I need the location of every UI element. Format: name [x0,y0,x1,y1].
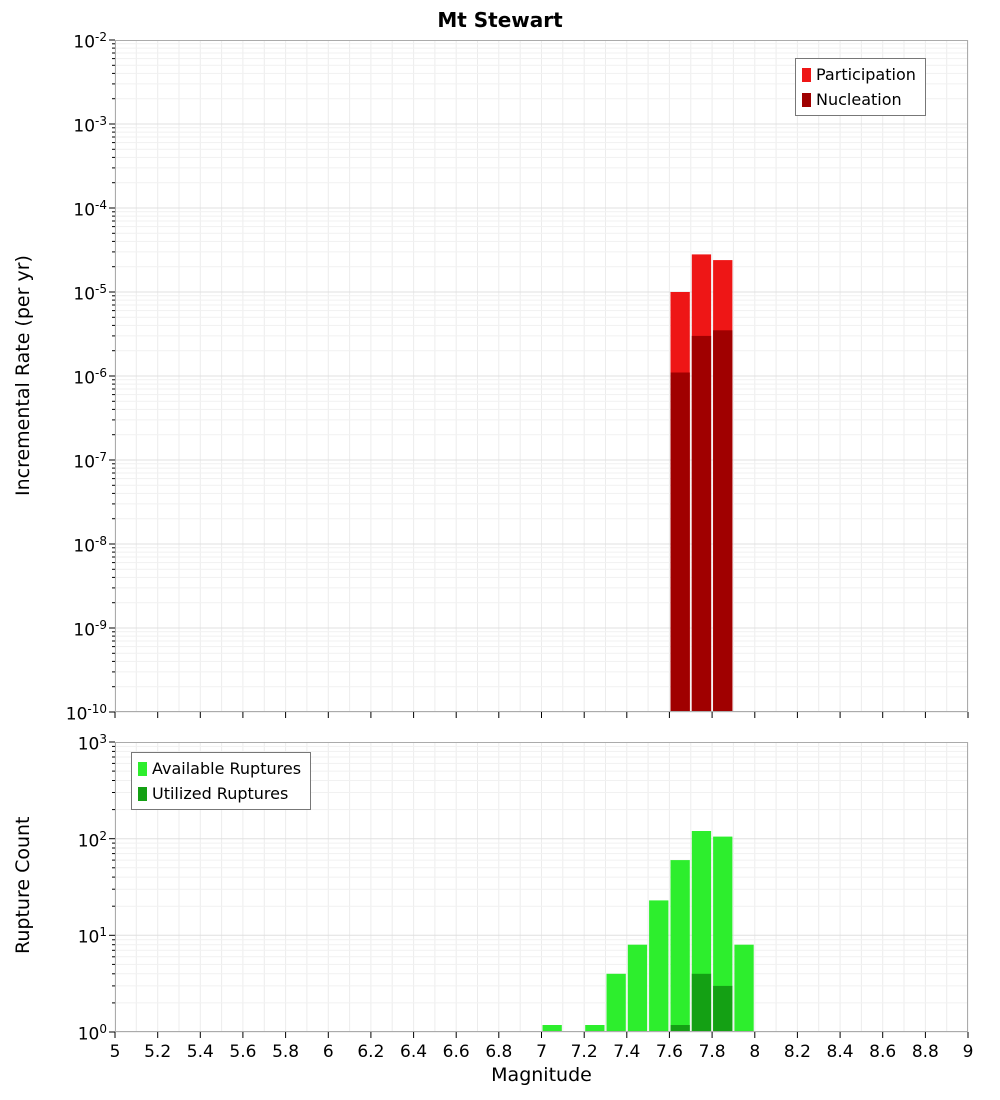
bar [542,1025,562,1032]
utilized-ruptures-swatch-icon [138,786,147,801]
magnitude-axis-label: Magnitude [491,1064,592,1086]
bar [649,900,669,1032]
available-ruptures-swatch-icon [138,761,147,776]
legend-label-participation: Participation [816,65,916,84]
axis-ticks [109,39,969,718]
x-tick-label: 5 [109,1042,121,1062]
y-tick-label: 10-5 [73,282,107,305]
rate-chart [109,39,969,718]
y-tick-label: 102 [77,828,107,852]
x-tick-label: 6.4 [400,1042,428,1062]
x-tick-label: 8.6 [869,1042,897,1062]
rate-legend: Participation Nucleation [795,58,926,116]
legend-item-participation: Participation [802,62,916,87]
legend-item-utilized-ruptures: Utilized Ruptures [138,781,301,806]
legend-item-available-ruptures: Available Ruptures [138,756,301,781]
bar [713,836,733,1032]
bar [691,335,712,712]
series-nucleation [670,330,733,712]
x-tick-label: 8.2 [783,1042,811,1062]
series-utilized-ruptures [670,973,733,1032]
participation-swatch-icon [802,67,811,82]
y-tick-label: 103 [77,732,107,755]
x-tick-label: 7.6 [655,1042,683,1062]
rate-axis-label: Incremental Rate (per yr) [12,255,34,496]
legend-label-nucleation: Nucleation [816,90,902,109]
y-tick-label: 10-9 [73,618,107,641]
y-tick-label: 10-7 [73,450,107,473]
x-tick-label: 9 [962,1042,974,1062]
bar [627,944,648,1032]
y-tick-label: 10-2 [73,30,107,53]
x-tick-label: 5.8 [272,1042,300,1062]
count-legend: Available Ruptures Utilized Ruptures [131,752,312,810]
axis-ticks [109,741,969,1038]
y-tick-label: 100 [77,1022,107,1045]
chart-title: Mt Stewart [437,8,563,32]
x-tick-label: 6 [322,1042,334,1062]
bar [670,860,690,1032]
y-tick-label: 10-3 [73,114,107,137]
x-tick-label: 5.6 [229,1042,257,1062]
y-tick-label: 10-10 [65,702,107,725]
y-tick-label: 10-6 [73,366,107,389]
bar [713,330,733,712]
bar [670,1025,690,1032]
gridlines [114,40,969,713]
count-axis-label: Rupture Count [12,816,34,955]
x-tick-label: 8 [749,1042,761,1062]
bar [691,973,712,1032]
x-tick-label: 7 [536,1042,547,1062]
y-tick-label: 10-4 [73,198,107,221]
x-tick-label: 7.2 [570,1042,598,1062]
x-tick-label: 7.4 [613,1042,641,1062]
bar [606,973,626,1032]
plot-border [115,40,968,712]
x-tick-label: 8.8 [911,1042,939,1062]
x-tick-label: 8.4 [826,1042,854,1062]
nucleation-swatch-icon [802,92,811,107]
legend-label-utilized-ruptures: Utilized Ruptures [152,784,289,803]
bar [713,985,733,1032]
legend-item-nucleation: Nucleation [802,87,916,112]
plot-border [115,742,968,1032]
y-tick-label: 10-8 [73,534,107,557]
x-tick-label: 6.6 [442,1042,470,1062]
x-tick-label: 5.4 [186,1042,214,1062]
y-tick-label: 101 [77,925,107,948]
bar [734,944,754,1032]
chart-canvas [109,39,969,718]
bar [670,372,690,712]
x-tick-label: 6.8 [485,1042,513,1062]
x-tick-label: 5.2 [144,1042,172,1062]
x-tick-label: 7.8 [698,1042,726,1062]
bar [585,1025,605,1032]
x-tick-label: 6.2 [357,1042,385,1062]
legend-label-available-ruptures: Available Ruptures [152,759,302,778]
